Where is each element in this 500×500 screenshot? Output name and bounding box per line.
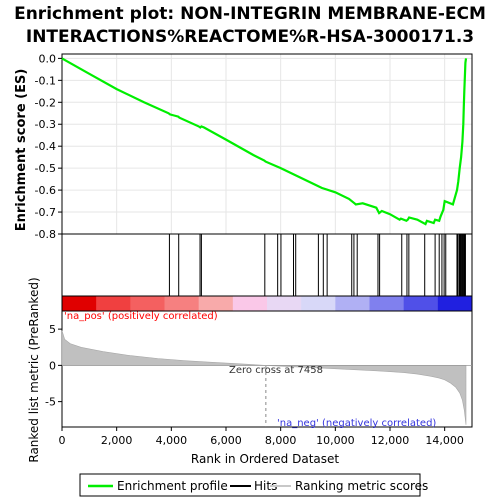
color-bar-segment — [62, 296, 97, 311]
x-tick-label: 12,000 — [371, 434, 410, 447]
hits-panel — [61, 233, 473, 297]
x-tick-label: 0 — [59, 434, 66, 447]
color-bar-segment — [437, 296, 473, 311]
es-tick-label: -0.3 — [35, 118, 56, 131]
metric-tick-label: 5 — [49, 323, 56, 336]
x-axis: 0 2,000 4,000 6,000 8,000 10,000 12,000 14,000 — [59, 427, 464, 447]
pos-correlated-label: 'na_pos' (positively correlated) — [64, 311, 218, 322]
x-tick-label: 10,000 — [316, 434, 355, 447]
color-bar-segment — [301, 296, 336, 311]
legend-metric-label: Ranking metric scores — [295, 479, 428, 493]
es-tick-label: -0.7 — [35, 206, 56, 219]
x-tick-label: 8,000 — [265, 434, 297, 447]
color-bar-segment — [335, 296, 370, 311]
metric-y-axis-label: Ranked list metric (PreRanked) — [27, 277, 41, 462]
color-bar-segment — [130, 296, 165, 311]
legend-enrichment-label: Enrichment profile — [117, 479, 228, 493]
x-axis-label: Rank in Ordered Dataset — [191, 452, 339, 466]
metric-tick-label: -5 — [45, 396, 56, 409]
zero-cross-label: Zero cross at 7458 — [229, 365, 323, 376]
chart-title-line1: Enrichment plot: NON-INTEGRIN MEMBRANE-E… — [14, 4, 486, 24]
metric-tick-label: 0 — [49, 359, 56, 372]
x-tick-label: 4,000 — [156, 434, 188, 447]
es-tick-label: -0.1 — [35, 74, 56, 87]
es-plot-frame — [61, 53, 473, 235]
es-tick-label: 0.0 — [39, 52, 57, 65]
color-bar-segment — [267, 296, 302, 311]
es-tick-label: -0.5 — [35, 162, 56, 175]
es-y-axis-label: Enrichment score (ES) — [14, 69, 29, 232]
ranking-color-bar — [61, 295, 473, 312]
neg-correlated-label: 'na_neg' (negatively correlated) — [277, 418, 436, 429]
color-bar-segment — [232, 296, 268, 311]
es-tick-label: -0.8 — [35, 228, 56, 241]
color-bar-segment — [96, 296, 131, 311]
es-panel: 0.0 -0.1 -0.2 -0.3 -0.4 -0.5 -0.6 -0.7 -0.8 — [35, 52, 473, 241]
enrichment-profile-line — [61, 57, 468, 226]
es-tick-label: -0.4 — [35, 140, 56, 153]
color-bar-segment — [369, 296, 405, 311]
metric-panel: 5 0 -5 — [45, 310, 473, 428]
es-tick-label: -0.2 — [35, 96, 56, 109]
x-tick-label: 14,000 — [425, 434, 464, 447]
color-bar-segment — [198, 296, 234, 311]
color-bar-segment — [403, 296, 439, 311]
ranking-metric-area — [61, 330, 467, 425]
x-tick-label: 2,000 — [101, 434, 133, 447]
color-bar-segment — [164, 296, 200, 311]
legend: Enrichment profile Hits Ranking metric s… — [79, 473, 428, 497]
hits-frame — [61, 233, 473, 297]
x-tick-label: 6,000 — [210, 434, 242, 447]
chart-title-line2: INTERACTIONS%REACTOME%R-HSA-3000171.3 — [26, 27, 474, 47]
es-tick-label: -0.6 — [35, 184, 56, 197]
legend-hits-label: Hits — [254, 479, 277, 493]
